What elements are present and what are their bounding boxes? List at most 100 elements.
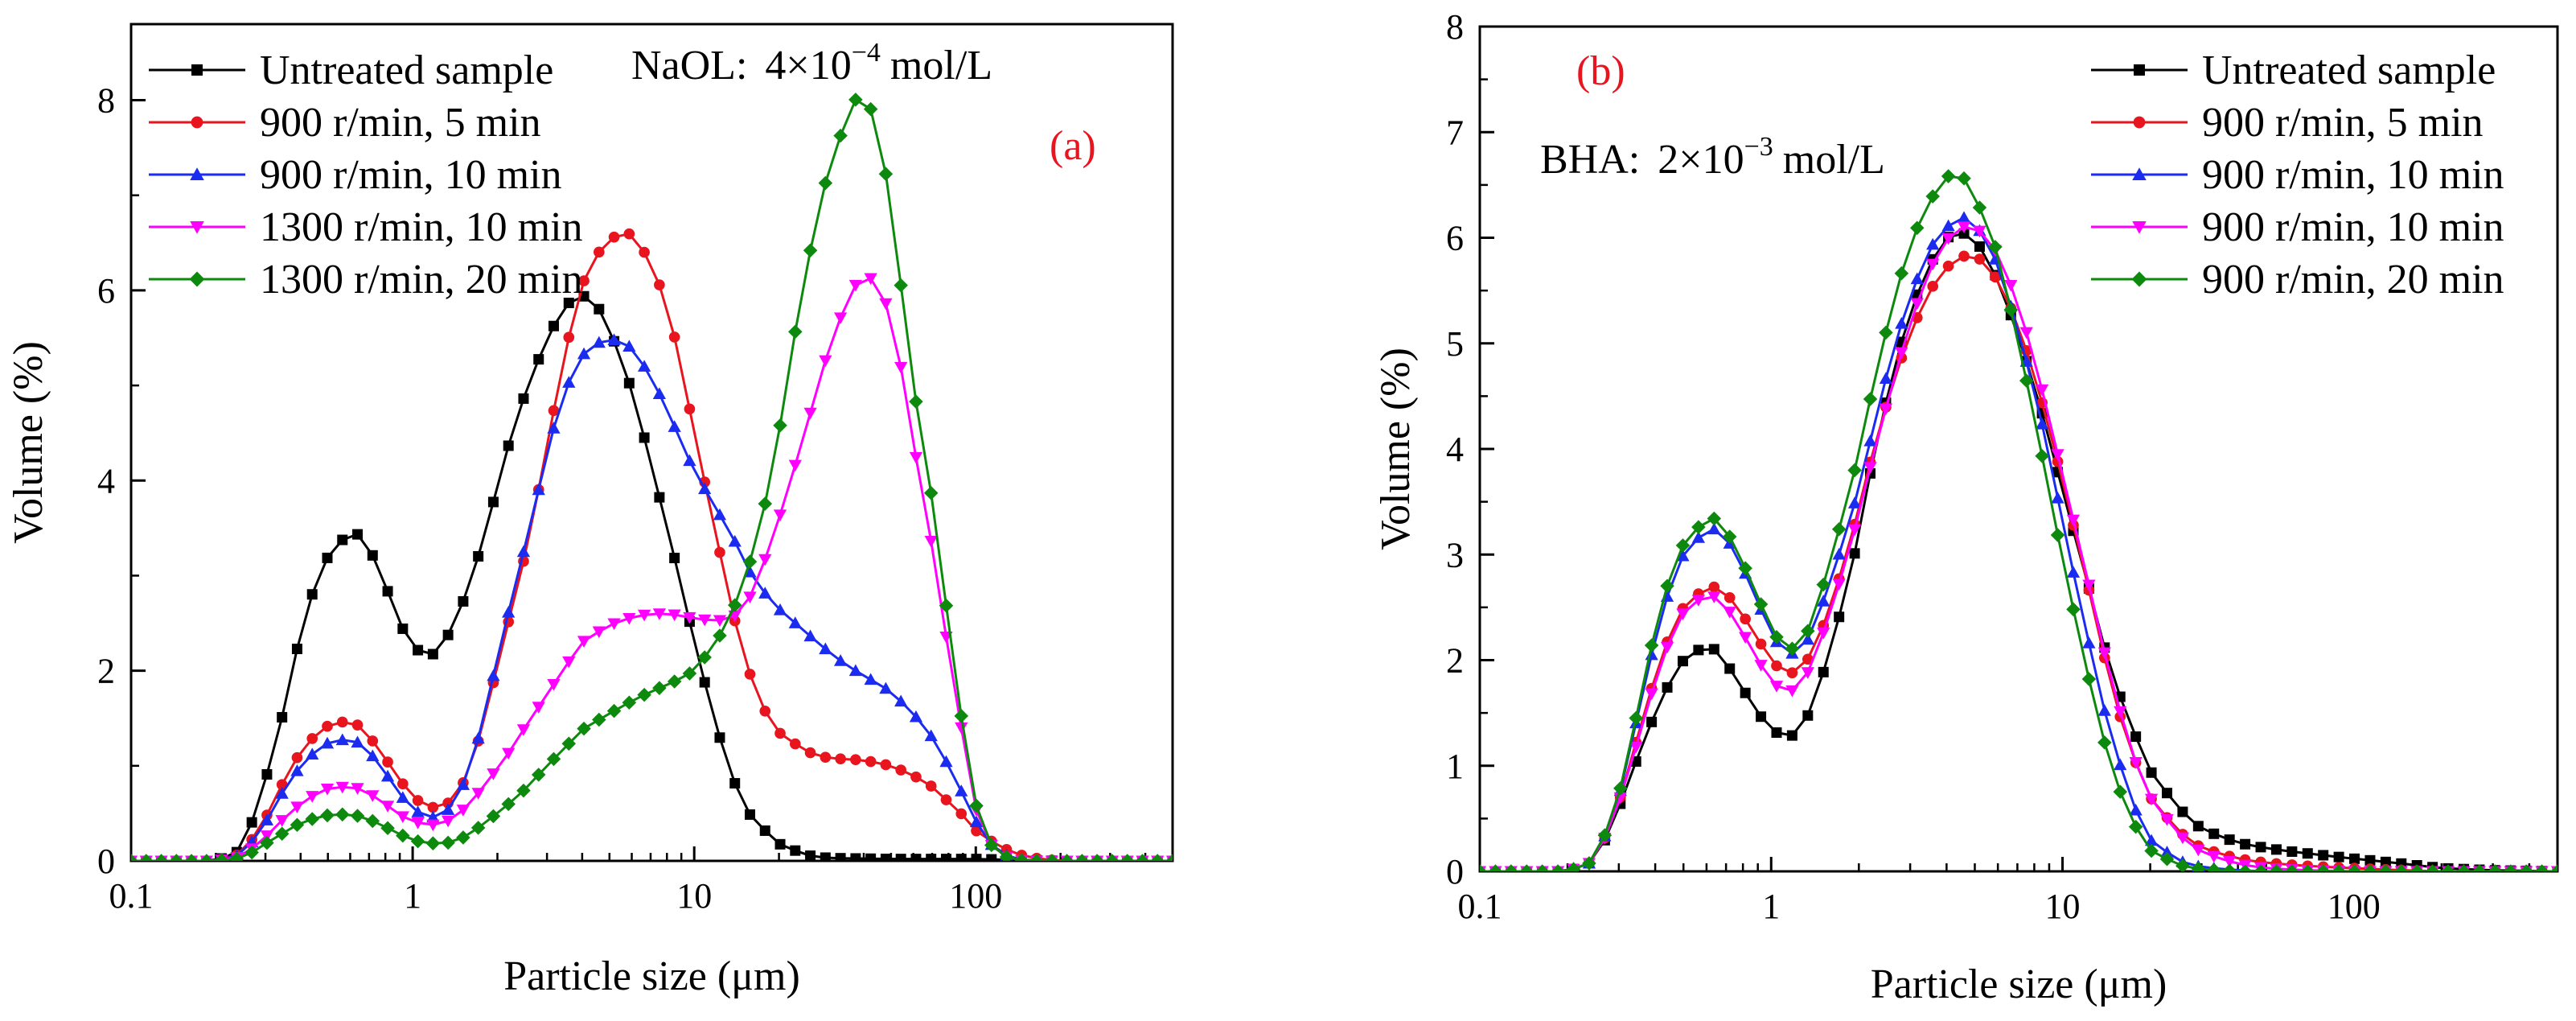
data-point <box>1909 220 1925 236</box>
data-point <box>2003 303 2019 317</box>
data-point <box>184 854 199 861</box>
legend-marker <box>2134 64 2145 76</box>
data-point <box>803 629 817 642</box>
data-point <box>335 781 349 794</box>
data-point <box>637 687 651 702</box>
data-point <box>487 496 499 508</box>
reagent-annotation: BHA: 2×10−3 mol/L <box>1540 132 1885 183</box>
data-point <box>380 769 395 782</box>
data-point <box>2146 767 2157 778</box>
data-point <box>592 336 606 348</box>
y-tick-label: 0 <box>1446 852 1464 891</box>
data-point <box>2114 758 2127 771</box>
data-point <box>487 669 500 681</box>
data-point <box>1676 608 1690 621</box>
data-point <box>698 614 712 627</box>
data-point <box>1660 578 1674 593</box>
data-point <box>1769 629 1784 644</box>
reagent-exponent: −3 <box>1744 132 1773 162</box>
data-point <box>229 851 244 861</box>
data-point <box>909 710 923 723</box>
data-point <box>2161 788 2172 799</box>
data-point <box>759 705 771 717</box>
data-point <box>1029 854 1044 861</box>
data-point <box>2036 417 2049 430</box>
data-point <box>654 279 665 290</box>
series-line <box>1480 216 2558 871</box>
data-point <box>366 749 380 762</box>
data-point <box>548 405 560 417</box>
data-point <box>1895 317 1908 329</box>
reagent-value: 4×10 <box>765 43 851 89</box>
series-3 <box>131 273 1173 861</box>
plot-frame <box>129 23 1174 862</box>
data-point <box>501 797 516 812</box>
data-point <box>894 361 908 374</box>
data-point <box>2082 579 2096 592</box>
data-point <box>1957 221 1971 234</box>
data-point <box>2347 864 2362 871</box>
data-point <box>290 764 304 776</box>
data-point <box>1691 595 1706 607</box>
legend-marker <box>2133 116 2146 129</box>
data-point <box>1988 240 2003 254</box>
data-point <box>2036 384 2049 397</box>
data-point <box>1488 864 1503 871</box>
data-point <box>608 231 620 243</box>
data-point <box>1582 856 1596 871</box>
series-line <box>1480 225 2558 871</box>
data-point <box>306 791 319 803</box>
data-point <box>955 722 968 735</box>
data-point <box>351 719 364 731</box>
data-point <box>1771 727 1782 739</box>
x-tick-label: 0.1 <box>109 876 154 916</box>
data-point <box>2130 731 2142 743</box>
data-point <box>2113 784 2128 799</box>
data-point <box>592 712 606 727</box>
data-point <box>2050 528 2065 542</box>
data-point <box>743 591 757 603</box>
data-point <box>563 297 574 308</box>
data-point <box>2004 279 2018 292</box>
data-point <box>788 616 802 628</box>
data-point <box>396 811 409 824</box>
data-point <box>652 681 667 695</box>
data-point <box>214 853 229 861</box>
data-point <box>382 586 393 597</box>
data-point <box>1724 663 1736 674</box>
legend-label: 900 r/min, 20 min <box>2202 257 2504 303</box>
data-point <box>350 809 365 823</box>
legend-marker <box>189 271 205 287</box>
x-axis-title: Particle size (μm) <box>503 953 800 999</box>
data-point <box>1740 613 1751 625</box>
data-point <box>713 615 727 628</box>
data-point <box>878 167 894 181</box>
data-point <box>1941 169 1956 183</box>
data-point <box>833 654 848 666</box>
reagent-exponent: −4 <box>852 38 881 68</box>
data-point <box>547 679 561 691</box>
series-line <box>131 294 1173 861</box>
data-point <box>352 529 364 540</box>
data-point <box>848 664 862 677</box>
data-point <box>516 724 531 736</box>
data-point <box>1785 641 1800 656</box>
data-point <box>926 854 937 861</box>
data-point <box>668 331 680 343</box>
data-point <box>803 243 818 258</box>
data-point <box>335 807 350 822</box>
data-point <box>2191 861 2206 871</box>
data-point <box>909 451 923 464</box>
data-point <box>396 791 409 803</box>
series-3 <box>1480 221 2558 871</box>
data-point <box>366 790 380 802</box>
data-point <box>274 826 290 842</box>
data-point <box>955 854 967 861</box>
x-tick-label: 0.1 <box>1458 887 1502 926</box>
data-point <box>411 805 425 817</box>
series-line <box>131 338 1173 861</box>
data-point <box>923 485 939 500</box>
data-point <box>819 355 832 368</box>
data-point <box>306 747 319 760</box>
data-point <box>818 175 833 191</box>
